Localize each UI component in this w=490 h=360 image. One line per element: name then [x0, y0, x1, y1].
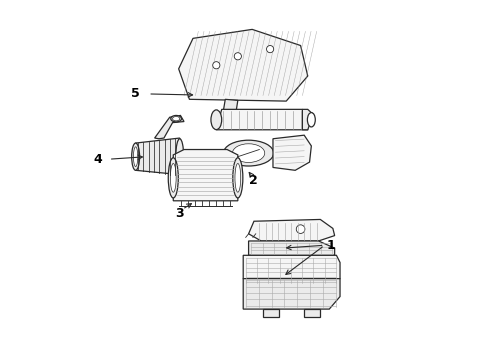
Polygon shape [155, 116, 184, 139]
Text: 1: 1 [327, 239, 336, 252]
Polygon shape [243, 279, 340, 309]
Polygon shape [304, 309, 320, 318]
Ellipse shape [223, 140, 274, 166]
Circle shape [296, 225, 305, 233]
Ellipse shape [307, 113, 315, 127]
Polygon shape [248, 241, 335, 255]
Polygon shape [179, 30, 308, 101]
Ellipse shape [132, 143, 140, 170]
Polygon shape [243, 255, 340, 286]
Ellipse shape [171, 116, 181, 122]
Ellipse shape [235, 163, 241, 192]
Ellipse shape [171, 163, 176, 192]
Polygon shape [216, 109, 308, 130]
Polygon shape [273, 135, 311, 170]
Text: 2: 2 [249, 174, 258, 186]
Text: 4: 4 [94, 153, 102, 166]
Ellipse shape [211, 110, 221, 130]
Text: 5: 5 [131, 87, 140, 100]
Ellipse shape [233, 158, 243, 198]
Polygon shape [302, 109, 313, 130]
Circle shape [267, 45, 274, 53]
Polygon shape [136, 138, 180, 175]
Ellipse shape [232, 144, 265, 162]
Polygon shape [248, 220, 335, 241]
Circle shape [234, 53, 242, 60]
Ellipse shape [133, 147, 138, 167]
Polygon shape [173, 149, 238, 201]
Polygon shape [223, 99, 238, 112]
Circle shape [213, 62, 220, 69]
Polygon shape [263, 309, 279, 318]
Ellipse shape [172, 117, 180, 121]
Text: 3: 3 [175, 207, 184, 220]
Ellipse shape [176, 139, 184, 175]
Ellipse shape [168, 158, 178, 198]
